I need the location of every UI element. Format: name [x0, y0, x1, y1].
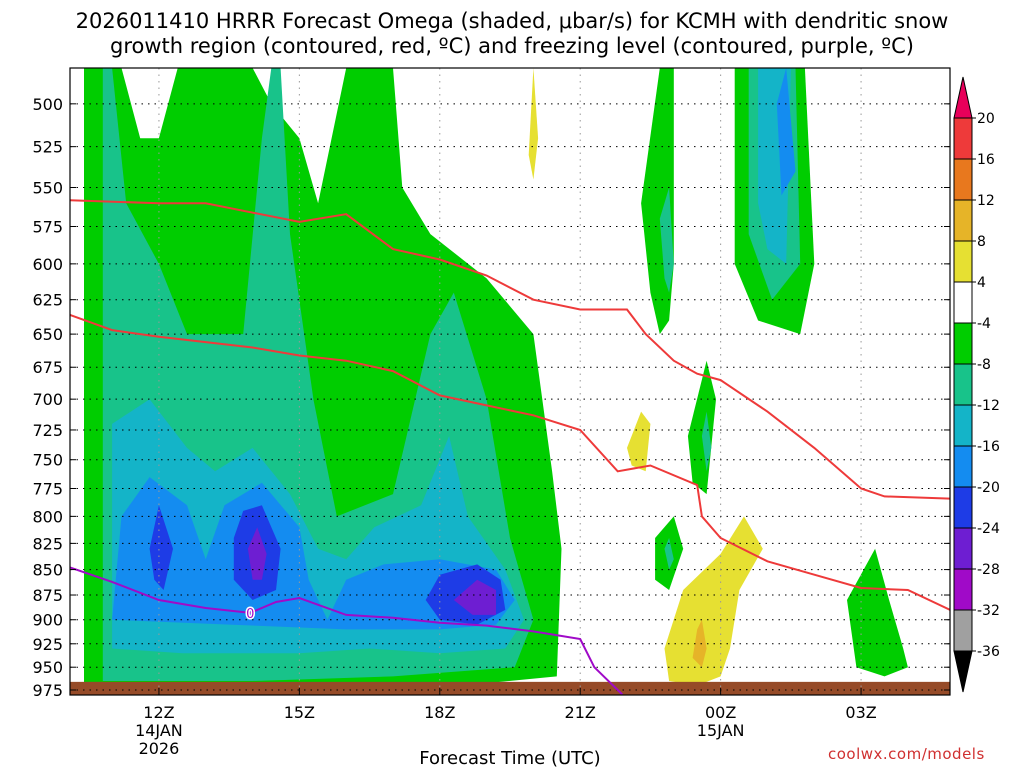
colorbar-bottom-arrow [953, 650, 973, 693]
chart-title-line-2: growth region (contoured, red, ºC) and f… [110, 34, 914, 58]
omega-region-8 [692, 619, 707, 668]
colorbar-swatch [953, 363, 973, 406]
colorbar-label: -28 [977, 562, 1000, 578]
x-tick-label: 21Z [565, 703, 596, 722]
omega-region-4 [627, 411, 651, 472]
colorbar-label: 4 [977, 275, 986, 291]
y-tick-label: 850 [32, 561, 63, 580]
colorbar-swatch [953, 117, 973, 160]
y-tick-label: 625 [32, 291, 63, 310]
plot-frame [69, 67, 951, 696]
colorbar-label: -12 [977, 398, 1000, 414]
omega-region--20 [149, 505, 173, 590]
contour-lines: 0 [70, 199, 950, 695]
dgz-contour-upper [70, 199, 950, 500]
grid-lines [70, 68, 950, 695]
x-axis-title: Forecast Time (UTC) [419, 748, 600, 768]
colorbar-label: -32 [977, 603, 1000, 619]
site-credit: coolwx.com/models [828, 745, 985, 763]
x-tick-label: 03Z [845, 703, 876, 722]
y-tick-label: 950 [32, 658, 63, 677]
omega-shading [70, 68, 950, 695]
y-tick-label: 750 [32, 451, 63, 470]
x-tick-label: 18Z [424, 703, 455, 722]
x-tick-date: 14JAN [135, 721, 183, 740]
y-tick-label: 575 [32, 218, 63, 237]
colorbar-top-arrow [953, 76, 973, 119]
omega-region--16 [776, 68, 796, 196]
colorbar-swatch [953, 404, 973, 447]
dgz-contour-lower [70, 314, 950, 611]
omega-region-4 [528, 68, 539, 180]
omega-region--8 [659, 187, 674, 293]
colorbar-swatch [953, 158, 973, 201]
colorbar-swatch [953, 281, 973, 324]
colorbar-label: -16 [977, 439, 1000, 455]
y-tick-label: 525 [32, 138, 63, 157]
omega-region--24 [453, 579, 496, 615]
omega-region--8 [664, 538, 674, 570]
omega-region--4 [847, 548, 908, 677]
y-tick-label: 725 [32, 421, 63, 440]
y-axis: 500 525 550 575 600 625 650 675 700 725 750 775 800 8… [32, 95, 950, 700]
omega-region--4 [687, 360, 716, 495]
chart-title-line-1: 2026011410 HRRR Forecast Omega (shaded, … [75, 9, 949, 33]
colorbar-label: -20 [977, 480, 1000, 496]
y-tick-label: 550 [32, 178, 63, 197]
y-tick-label: 700 [32, 390, 63, 409]
x-tick-year: 2026 [139, 739, 180, 758]
colorbar-label: -24 [977, 521, 1000, 537]
terrain-strip [70, 681, 950, 695]
x-tick-date: 15JAN [697, 721, 745, 740]
colorbar-legend: 20 16 12 8 4 -4 -8 -12 -16 -20 -24 -28 -32 -36 [953, 76, 1000, 693]
y-tick-label: 675 [32, 358, 63, 377]
x-tick-label: 00Z [705, 703, 736, 722]
freezing-level-label: 0 [246, 607, 254, 622]
colorbar-swatch [953, 322, 973, 365]
colorbar-swatch [953, 199, 973, 242]
colorbar-label: -8 [977, 357, 991, 373]
colorbar-swatch [953, 527, 973, 570]
colorbar-label: 12 [977, 193, 995, 209]
x-tick-label: 12Z [143, 703, 174, 722]
y-tick-label: 900 [32, 611, 63, 630]
colorbar-swatch [953, 486, 973, 529]
y-tick-label: 800 [32, 507, 63, 526]
colorbar-label: 20 [977, 111, 995, 127]
y-tick-label: 650 [32, 325, 63, 344]
colorbar-swatch [953, 568, 973, 611]
colorbar-label: 8 [977, 234, 986, 250]
x-tick-label: 15Z [284, 703, 315, 722]
colorbar-swatch [953, 609, 973, 652]
y-tick-label: 825 [32, 534, 63, 553]
freezing-level-line [70, 566, 623, 695]
colorbar-label: -36 [977, 644, 1000, 660]
omega-region--16 [112, 477, 515, 630]
colorbar-swatch [953, 240, 973, 283]
omega-region--8 [701, 411, 712, 472]
y-tick-label: 600 [32, 255, 63, 274]
y-tick-label: 775 [32, 479, 63, 498]
colorbar-label: 16 [977, 152, 995, 168]
omega-region--24 [247, 527, 267, 580]
colorbar-swatch [953, 445, 973, 488]
y-tick-label: 500 [32, 95, 63, 114]
colorbar-label: -4 [977, 316, 991, 332]
y-tick-label: 975 [32, 681, 63, 700]
y-tick-label: 925 [32, 635, 63, 654]
y-tick-label: 875 [32, 586, 63, 605]
omega-region-4 [664, 516, 763, 686]
